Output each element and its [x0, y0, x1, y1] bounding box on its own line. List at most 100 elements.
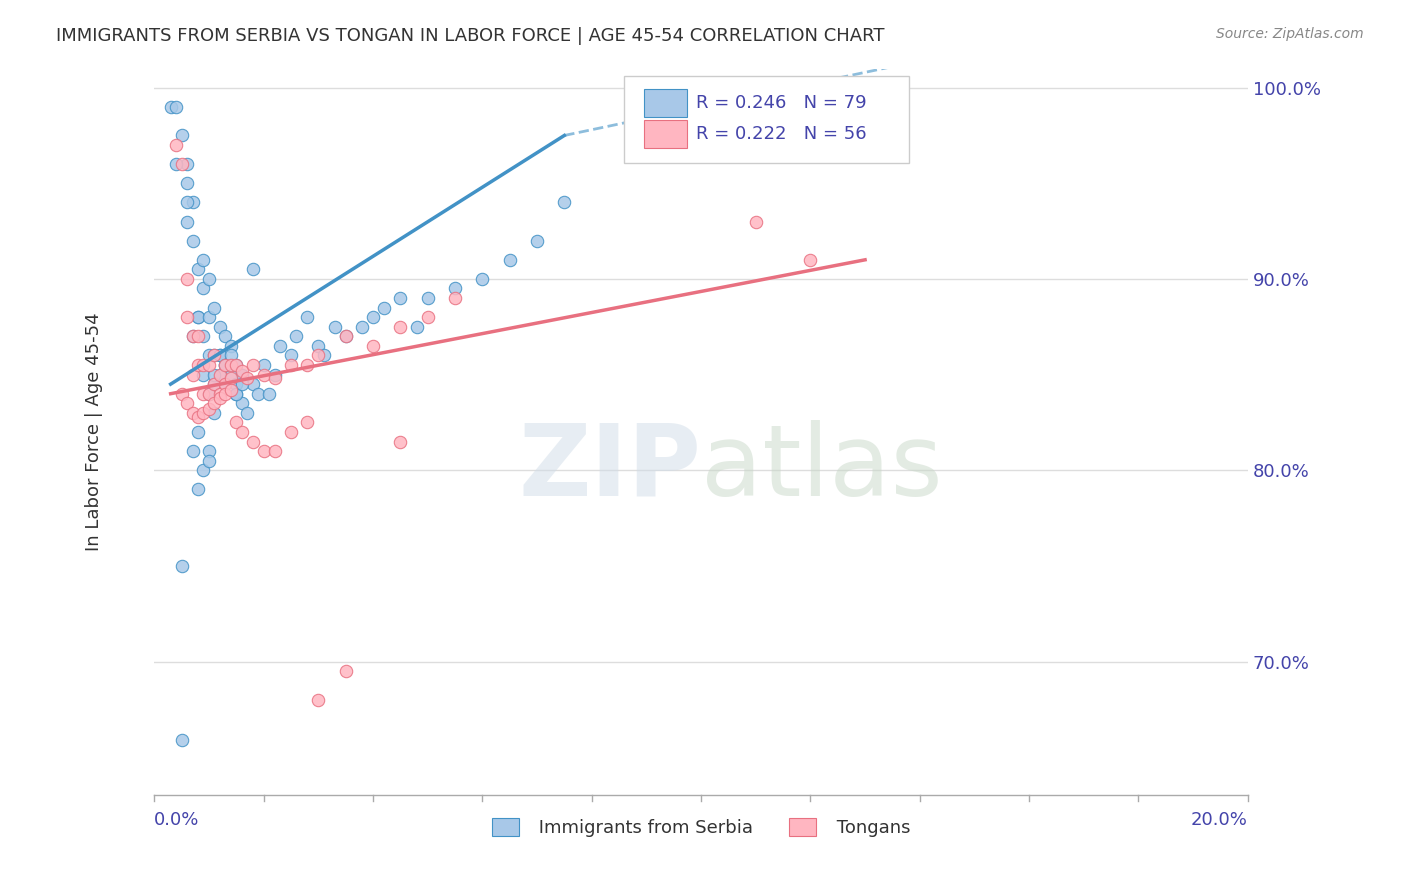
Point [159, 100, 181, 114]
Point [231, 368, 253, 382]
Point [202, 396, 225, 410]
Point [242, 434, 264, 449]
Point [285, 329, 308, 343]
Point [198, 453, 221, 467]
Point [373, 301, 395, 315]
Point [214, 386, 236, 401]
Point [202, 406, 225, 420]
Point [219, 383, 242, 397]
Point [219, 371, 242, 385]
Point [361, 310, 384, 325]
Point [335, 664, 357, 678]
Point [307, 339, 329, 353]
Point [231, 364, 253, 378]
Point [236, 406, 259, 420]
Point [187, 310, 209, 325]
Point [297, 358, 319, 372]
Point [208, 386, 231, 401]
Point [208, 391, 231, 405]
Point [526, 234, 548, 248]
Point [170, 157, 193, 171]
Point [444, 281, 467, 295]
Point [323, 319, 346, 334]
Point [193, 406, 215, 420]
Point [193, 463, 215, 477]
Point [202, 348, 225, 362]
Point [187, 262, 209, 277]
Point [208, 368, 231, 382]
Point [252, 368, 274, 382]
Point [208, 319, 231, 334]
Point [247, 386, 270, 401]
Point [280, 348, 302, 362]
Point [242, 377, 264, 392]
Point [263, 444, 285, 458]
Point [553, 195, 575, 210]
Point [187, 483, 209, 497]
Point [416, 291, 439, 305]
Point [181, 329, 204, 343]
Point [202, 301, 225, 315]
Point [252, 444, 274, 458]
Point [297, 416, 319, 430]
Point [225, 377, 247, 392]
FancyBboxPatch shape [624, 76, 908, 163]
Point [219, 358, 242, 372]
Legend:  Immigrants from Serbia,  Tongans: Immigrants from Serbia, Tongans [485, 811, 918, 845]
Point [181, 234, 204, 248]
Point [170, 558, 193, 573]
Point [405, 319, 427, 334]
Point [214, 358, 236, 372]
Text: R = 0.222   N = 56: R = 0.222 N = 56 [696, 125, 866, 143]
Point [389, 319, 412, 334]
Point [219, 368, 242, 382]
Point [176, 214, 198, 228]
Point [214, 377, 236, 392]
Point [219, 348, 242, 362]
FancyBboxPatch shape [644, 120, 686, 148]
Point [176, 310, 198, 325]
Point [225, 358, 247, 372]
Point [389, 291, 412, 305]
Point [170, 733, 193, 747]
Point [214, 358, 236, 372]
Point [181, 329, 204, 343]
Point [187, 310, 209, 325]
Point [744, 214, 766, 228]
Point [187, 409, 209, 424]
Point [350, 319, 373, 334]
Point [219, 339, 242, 353]
Point [231, 396, 253, 410]
Point [202, 377, 225, 392]
Point [280, 425, 302, 439]
Point [198, 310, 221, 325]
Point [208, 368, 231, 382]
Point [187, 358, 209, 372]
Point [257, 386, 280, 401]
Point [208, 348, 231, 362]
Point [181, 368, 204, 382]
Point [269, 339, 291, 353]
Point [193, 281, 215, 295]
Point [176, 272, 198, 286]
Point [799, 252, 821, 267]
Point [187, 425, 209, 439]
Point [193, 386, 215, 401]
Point [231, 425, 253, 439]
Point [165, 138, 187, 153]
Point [165, 100, 187, 114]
Point [198, 272, 221, 286]
Point [471, 272, 494, 286]
Text: R = 0.246   N = 79: R = 0.246 N = 79 [696, 94, 866, 112]
Point [176, 195, 198, 210]
Point [176, 157, 198, 171]
Text: ZIP: ZIP [519, 420, 702, 516]
Point [187, 329, 209, 343]
Point [225, 386, 247, 401]
Point [193, 358, 215, 372]
Point [198, 386, 221, 401]
Point [236, 371, 259, 385]
Point [176, 396, 198, 410]
Point [231, 377, 253, 392]
Point [444, 291, 467, 305]
